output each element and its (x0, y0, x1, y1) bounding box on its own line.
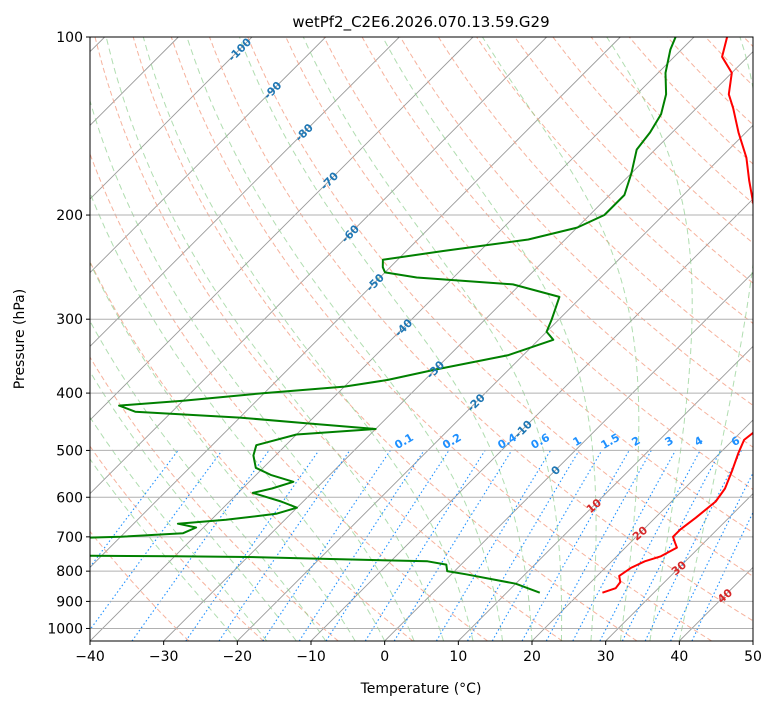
isotherm-line (90, 37, 400, 347)
y-tick-label: 1000 (47, 621, 83, 637)
dewpoint-profile-line (90, 37, 677, 594)
dry-adiabat-line (90, 356, 339, 641)
moist-adiabat-line (90, 370, 297, 641)
x-tick-label: −20 (223, 649, 253, 665)
x-tick-label: −10 (296, 649, 326, 665)
mixing-ratio-line (90, 450, 223, 631)
mixing-ratio-line (521, 450, 630, 641)
dry-adiabat-line (90, 530, 190, 641)
y-tick-label: 700 (56, 530, 83, 546)
dry-adiabat-line (361, 37, 753, 448)
mixing-ratio-line (131, 450, 270, 641)
isotherm-line (163, 51, 753, 641)
isotherm-line (90, 37, 547, 495)
dry-adiabat-line (399, 37, 753, 406)
x-tick-label: −30 (149, 649, 179, 665)
mixing-ratio-line (90, 450, 179, 568)
dry-adiabat-line (323, 37, 753, 491)
moist-adiabat-line (90, 416, 268, 641)
moist-adiabat-line (678, 37, 753, 641)
dry-adiabat-line (90, 260, 414, 641)
moist-adiabat-line (186, 37, 503, 641)
dry-adiabat-line (170, 37, 712, 641)
isotherm-line (531, 419, 753, 641)
x-tick-label: 20 (523, 649, 541, 665)
mixing-ratio-line (621, 450, 722, 641)
dry-adiabat-line (132, 37, 638, 641)
moist-adiabat-line (382, 37, 597, 641)
x-tick-label: 50 (744, 649, 762, 665)
mixing-ratio-line (644, 450, 742, 641)
isotherm-line (384, 272, 753, 641)
moist-adiabat-line (481, 37, 640, 641)
mixing-ratio-line (545, 450, 652, 641)
isotherm-line (605, 493, 753, 641)
dry-adiabat-line (476, 37, 753, 325)
x-tick-label: −40 (75, 649, 105, 665)
mixing-ratio-line (572, 450, 676, 641)
y-axis-label: Pressure (hPa) (12, 289, 28, 389)
moist-adiabat-line (238, 37, 533, 641)
chart-title: wetPf2_C2E6.2026.070.13.59.G29 (292, 13, 549, 32)
moist-adiabat-line (90, 320, 327, 641)
dry-adiabat-line (247, 37, 753, 577)
y-tick-label: 600 (56, 490, 83, 506)
moist-adiabat-line (90, 99, 415, 641)
mixing-ratio-line (185, 450, 320, 641)
y-tick-label: 800 (56, 564, 83, 580)
isotherm-line (90, 37, 695, 641)
x-tick-label: 30 (597, 649, 615, 665)
dry-adiabat-line (590, 37, 753, 205)
isotherm-line (90, 37, 474, 421)
x-axis-label: Temperature (°C) (360, 681, 482, 697)
mixing-ratio-line (218, 450, 351, 641)
y-tick-label: 400 (56, 386, 83, 402)
y-tick-label: 100 (56, 30, 83, 46)
plot-area (90, 37, 753, 641)
y-axis-ticks: 100 200 300 400 500 600 700 800 900 1000 (47, 30, 90, 637)
dry-adiabat-line (94, 37, 563, 641)
isotherm-line (90, 37, 621, 568)
y-tick-label: 300 (56, 312, 83, 328)
y-tick-label: 900 (56, 594, 83, 610)
moist-adiabat-line (142, 37, 474, 641)
x-tick-label: 40 (670, 649, 688, 665)
mixing-ratio-line (393, 450, 513, 641)
moist-adiabat-line (606, 37, 693, 641)
mixing-ratio-line (262, 450, 391, 641)
dry-adiabat-line (90, 152, 488, 641)
mixing-ratio-line (298, 450, 425, 641)
dry-adiabat-line (209, 37, 753, 622)
isotherm-line (90, 37, 326, 274)
dry-adiabat-line (552, 37, 753, 244)
pressure-gridlines (90, 37, 753, 629)
isotherm-line (90, 37, 253, 200)
moist-adiabat-line (90, 458, 238, 641)
mixing-ratio-line (325, 450, 450, 641)
moist-adiabat-line (105, 37, 445, 641)
plot-frame (89, 36, 754, 642)
moist-adiabat-line (90, 191, 386, 641)
dry-adiabat-line (437, 37, 753, 365)
y-tick-label: 500 (56, 443, 83, 459)
moist-adiabat-line (90, 261, 356, 641)
dry-adiabat-line (285, 37, 753, 534)
x-axis-ticks: −40 −30 −20 −10 0 10 20 30 40 50 (75, 641, 762, 665)
y-tick-label: 200 (56, 208, 83, 224)
isotherm-line (458, 345, 753, 641)
x-tick-label: 10 (449, 649, 467, 665)
x-tick-label: 0 (380, 649, 389, 665)
